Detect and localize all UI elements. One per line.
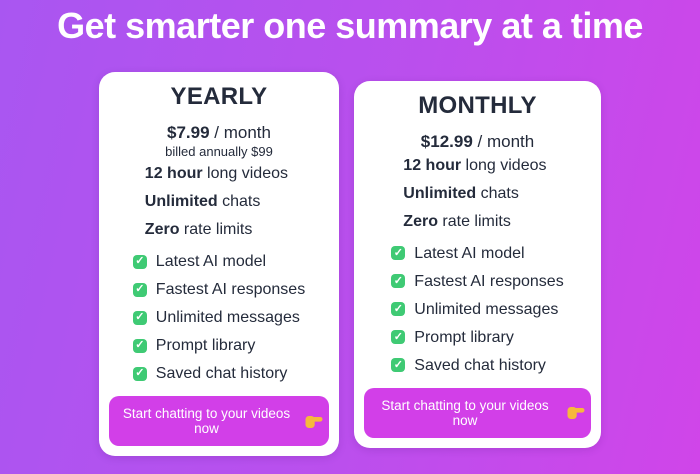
plan-details: 12 hour long videos Unlimited chats Zero…	[132, 161, 305, 382]
price-suffix: / month	[209, 123, 271, 142]
plan-details: 12 hour long videos Unlimited chats Zero…	[391, 153, 564, 374]
checkbox-icon: ✓	[391, 302, 406, 316]
price-suffix: / month	[472, 131, 535, 151]
feature-row: 12 hour long videos	[403, 156, 547, 174]
checkbox-icon: ✓	[132, 282, 147, 297]
checkbox-icon: ✓	[132, 366, 147, 381]
checkbox-icon: ✓	[391, 358, 406, 372]
checklist-item: ✓ Fastest AI responses	[391, 273, 564, 290]
checklist-item: ✓ Saved chat history	[391, 357, 563, 374]
checklist-item: ✓ Saved chat history	[132, 365, 305, 382]
checkbox-icon: ✓	[132, 338, 147, 353]
page-title: Get smarter one summary at a time	[57, 5, 643, 46]
checkbox-icon: ✓	[391, 274, 406, 288]
feature-row: Zero rate limits	[403, 212, 511, 230]
pointing-right-icon	[567, 407, 585, 419]
pricing-cards-row: YEARLY $7.99 / month billed annually $99…	[0, 56, 700, 472]
start-chatting-button-monthly[interactable]: Start chatting to your videos now	[364, 387, 591, 438]
price-line: $12.99 / month	[364, 131, 591, 151]
checklist-item: ✓ Latest AI model	[132, 253, 305, 270]
checkbox-icon: ✓	[391, 330, 406, 344]
plan-name: MONTHLY	[418, 91, 537, 119]
checklist-item: ✓ Unlimited messages	[391, 301, 563, 318]
checklist-item: ✓ Prompt library	[391, 329, 563, 346]
cta-label: Start chatting to your videos now	[381, 397, 549, 428]
feature-row: 12 hour long videos	[144, 165, 288, 182]
feature-row: Unlimited chats	[403, 184, 519, 202]
checkbox-icon: ✓	[132, 310, 147, 325]
checklist-item: ✓ Prompt library	[132, 337, 305, 354]
checkbox-icon: ✓	[391, 246, 406, 260]
checklist-item: ✓ Fastest AI responses	[132, 281, 305, 298]
cta-label: Start chatting to your videos now	[122, 406, 291, 436]
feature-row: Unlimited chats	[144, 193, 261, 210]
feature-row: Zero rate limits	[144, 221, 253, 238]
billing-note: billed annually $99	[165, 144, 273, 159]
checklist-item: ✓ Unlimited messages	[132, 309, 305, 326]
price-amount: $7.99	[167, 123, 210, 142]
price-line: $7.99 / month	[109, 124, 329, 142]
plan-name: YEARLY	[170, 83, 268, 110]
pricing-card-monthly: MONTHLY $12.99 / month 12 hour long vide…	[354, 80, 601, 448]
start-chatting-button-yearly[interactable]: Start chatting to your videos now	[109, 396, 329, 446]
checkbox-icon: ✓	[132, 254, 147, 269]
pricing-card-yearly: YEARLY $7.99 / month billed annually $99…	[99, 72, 339, 456]
pointing-right-icon	[305, 415, 323, 428]
price-amount: $12.99	[420, 131, 473, 151]
checklist-item: ✓ Latest AI model	[391, 245, 563, 262]
